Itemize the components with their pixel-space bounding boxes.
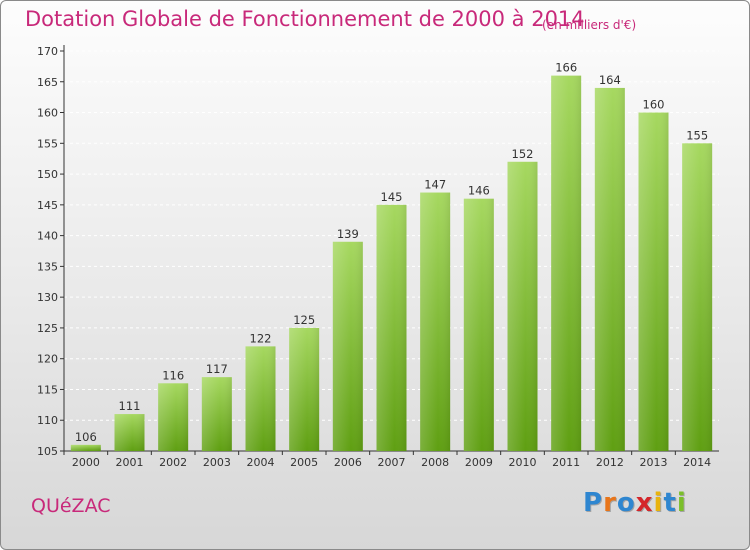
value-labels: 106 111 116 117 122 125 139 145 147 146 152 166 164 1… [75,61,708,444]
bar-value-label: 117 [206,362,228,376]
y-tick-label: 115 [37,383,58,396]
bar-value-label: 166 [555,61,577,75]
bar-value-label: 116 [162,368,184,382]
x-tick-label: 2005 [290,456,318,469]
y-tick-label: 155 [37,137,58,150]
bars [70,75,713,452]
x-tick-label: 2008 [421,456,449,469]
logo-letter: x [635,488,654,518]
bar-value-label: 139 [337,227,359,241]
bar-value-label: 147 [424,178,446,192]
x-tick-label: 2014 [683,456,711,469]
bar-value-label: 164 [599,73,621,87]
bar-shading [420,192,451,452]
bar-value-label: 122 [250,331,272,345]
proxiti-logo[interactable]: Proxiti [583,488,687,518]
x-tick-label: 2002 [159,456,187,469]
y-tick-label: 135 [37,260,58,273]
x-tick-label: 2010 [509,456,537,469]
y-tick-label: 110 [37,414,58,427]
bar-value-label: 152 [512,147,534,161]
town-name: QUéZAC [31,495,111,517]
y-tick-label: 160 [37,107,58,120]
chart-title: Dotation Globale de Fonctionnement de 20… [25,7,585,31]
bar-shading [376,204,407,451]
x-tick-label: 2013 [640,456,668,469]
bar-shading [70,444,101,451]
y-tick-label: 130 [37,291,58,304]
x-axis-labels: 2000 2001 2002 2003 2004 2005 2006 2007 2008 2009… [63,451,711,469]
bar-value-label: 125 [293,313,315,327]
y-tick-label: 120 [37,353,58,366]
x-tick-label: 2007 [378,456,406,469]
bar-value-label: 106 [75,430,97,444]
x-tick-label: 2003 [203,456,231,469]
bar-shading [507,161,538,451]
x-tick-label: 2009 [465,456,493,469]
bar-value-label: 146 [468,184,490,198]
bar-shading [289,327,320,451]
y-tick-label: 105 [37,445,58,458]
y-tick-label: 125 [37,322,58,335]
logo-letter: P [583,488,604,518]
y-axis: 105 110 115 120 125 130 135 140 145 150 155 160 165 1… [37,45,719,458]
bar-shading [201,377,232,451]
logo-letter: o [616,488,636,518]
bar-shading [245,346,276,451]
y-tick-label: 145 [37,199,58,212]
bar-shading [332,241,363,451]
x-tick-label: 2001 [116,456,144,469]
logo-letter: t [663,488,677,518]
y-tick-label: 165 [37,76,58,89]
bar-value-label: 155 [686,128,708,142]
bar-value-label: 160 [643,98,665,112]
bar-shading [158,383,189,451]
bar-value-label: 145 [381,190,403,204]
bar-shading [114,414,145,451]
x-tick-label: 2012 [596,456,624,469]
logo-letter: r [603,488,617,518]
x-tick-label: 2000 [72,456,100,469]
x-tick-label: 2006 [334,456,362,469]
x-tick-label: 2004 [247,456,275,469]
y-tick-label: 150 [37,168,58,181]
bar-shading [594,87,625,451]
x-tick-label: 2011 [552,456,580,469]
chart-subtitle: (en milliers d'€) [542,18,637,32]
bar-shading [551,75,582,451]
bar-shading [638,112,669,452]
bar-value-label: 111 [119,399,141,413]
bar-shading [682,143,713,452]
bar-shading [463,198,494,451]
logo-letter: i [653,488,664,518]
y-tick-label: 170 [37,45,58,58]
y-tick-label: 140 [37,230,58,243]
logo-letter: i [676,488,687,518]
